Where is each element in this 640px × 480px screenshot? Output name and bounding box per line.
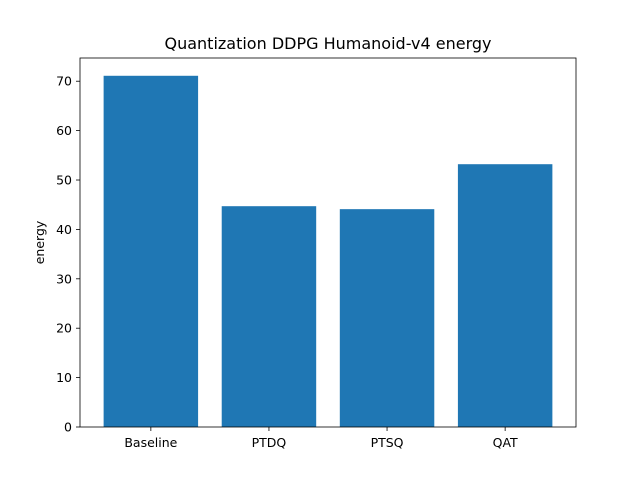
x-tick-label: PTSQ — [371, 435, 404, 450]
y-tick-label: 30 — [56, 271, 72, 286]
chart-title: Quantization DDPG Humanoid-v4 energy — [164, 34, 491, 53]
bar-ptdq — [221, 206, 317, 427]
plot-frame — [79, 57, 577, 428]
x-tick-label: Baseline — [124, 435, 177, 450]
y-ticks-layer: 0 10 20 30 40 50 60 70 — [56, 74, 80, 435]
bar-ptsq — [339, 209, 435, 427]
bar-qat — [457, 164, 553, 427]
y-tick-label: 0 — [64, 420, 72, 435]
y-tick-label: 50 — [56, 173, 72, 188]
y-tick-label: 40 — [56, 222, 72, 237]
y-tick-label: 20 — [56, 321, 72, 336]
x-tick-label: QAT — [493, 435, 518, 450]
y-tick-label: 10 — [56, 370, 72, 385]
y-tick-label: 70 — [56, 74, 72, 89]
bars-layer — [103, 75, 553, 427]
x-tick-label: PTDQ — [252, 435, 287, 450]
y-axis-label: energy — [32, 220, 47, 264]
y-tick-label: 60 — [56, 123, 72, 138]
x-ticks-layer: Baseline PTDQ PTSQ QAT — [124, 427, 518, 450]
bar-baseline — [103, 75, 199, 427]
